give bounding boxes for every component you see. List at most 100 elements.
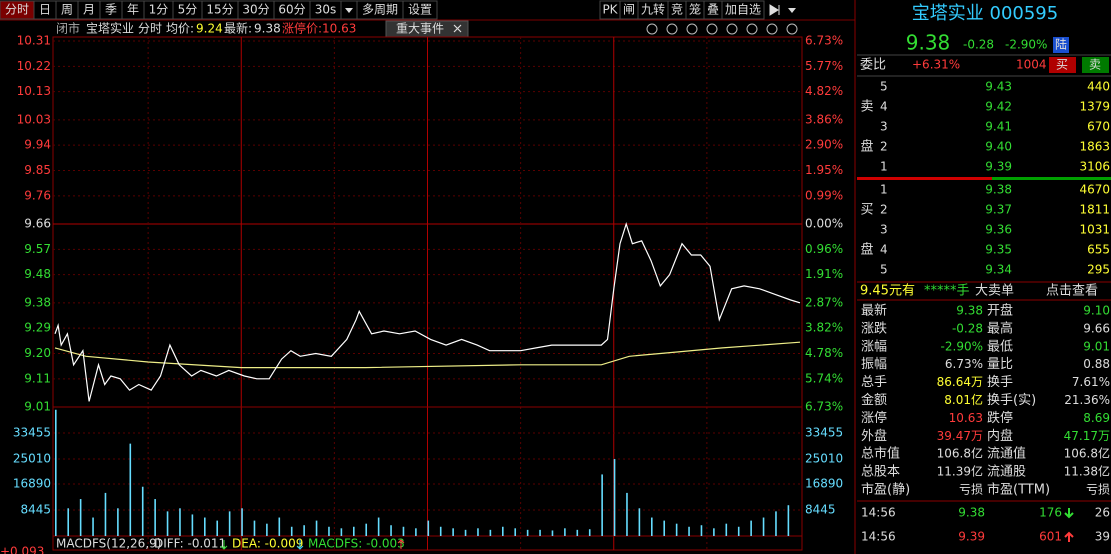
- stat-value: 9.10: [1083, 304, 1110, 318]
- book-level: 2: [880, 140, 888, 154]
- volume-bar: [79, 499, 82, 536]
- tab: 60分: [278, 3, 305, 17]
- volume-bar: [55, 409, 57, 536]
- macd-scale: +0.093: [0, 545, 44, 554]
- price-tick-label: 10.13: [17, 84, 51, 98]
- volume-bar: [365, 523, 368, 536]
- stat-value: 106.8亿: [1064, 446, 1110, 461]
- volume-tick-label: 25010: [13, 452, 51, 466]
- book-price: 9.39: [985, 160, 1012, 174]
- stat-label: 最高: [987, 320, 1013, 336]
- stat-label: 市盈(TTM): [987, 482, 1050, 498]
- volume-bar: [166, 511, 169, 536]
- dropdown-arrow: [345, 8, 353, 13]
- tab: 多周期: [362, 3, 398, 17]
- change: -0.28: [963, 38, 994, 52]
- volume-tick-label: 8445: [805, 502, 836, 516]
- weibi-label: 委比: [860, 58, 886, 73]
- pct-tick-label: 2.87%: [805, 295, 843, 309]
- volume-bar: [377, 517, 380, 536]
- next-icon[interactable]: [769, 4, 780, 16]
- volume-bar: [191, 514, 194, 536]
- tab: 30s: [315, 3, 337, 17]
- chart-tool-icon[interactable]: [726, 23, 738, 35]
- price-tick-label: 9.66: [24, 217, 51, 231]
- stat-value: 9.38: [956, 304, 983, 318]
- volume-bar: [787, 505, 790, 536]
- pct-tick-label: 2.90%: [805, 138, 843, 152]
- book-price: 9.37: [985, 203, 1012, 217]
- stat-label: 内盘: [987, 428, 1013, 444]
- volume-bar: [340, 528, 343, 536]
- stat-label: 换手: [987, 375, 1013, 390]
- stat-value: 6.73%: [945, 357, 983, 371]
- badge-bg: [1053, 37, 1069, 53]
- chart-tool-icon[interactable]: [766, 23, 778, 35]
- buy-btn[interactable]: [1049, 57, 1076, 73]
- down-arrow: [296, 540, 304, 550]
- volume-bar: [216, 520, 219, 536]
- book-level: 2: [880, 203, 888, 217]
- trade-volume: 601: [1039, 530, 1062, 544]
- tool-bg[interactable]: [721, 0, 765, 20]
- trade-count: 26: [1095, 506, 1110, 520]
- weicha: 1004: [1016, 58, 1047, 72]
- stat-label: 振幅: [861, 357, 887, 372]
- volume-tick-label: 33455: [13, 426, 51, 440]
- stat-value: -2.90%: [941, 339, 983, 353]
- price-tick-label: 10.31: [17, 34, 51, 48]
- tool: 叠: [707, 3, 719, 17]
- volume-bar: [104, 492, 107, 536]
- pct-tick-label: 0.96%: [805, 242, 843, 256]
- volume-bar: [502, 526, 504, 536]
- limit-price: 涨停价:10.63: [282, 21, 356, 36]
- volume-bar: [713, 528, 715, 536]
- tab-bg[interactable]: [402, 0, 438, 20]
- price-tick-label: 9.94: [24, 138, 51, 152]
- price-tick-label: 9.85: [24, 163, 51, 177]
- volume-bar: [141, 486, 144, 536]
- book-level: 4: [880, 243, 888, 257]
- stat-value: 47.17万: [1064, 429, 1110, 443]
- latest-label: 最新:: [224, 21, 252, 36]
- chart-tool-icon[interactable]: [746, 23, 758, 35]
- book-volume: 1863: [1079, 140, 1110, 154]
- event-label: 重大事件: [396, 22, 444, 36]
- tab: 15分: [206, 3, 233, 17]
- volume-bar: [551, 530, 554, 536]
- volume-bar: [750, 520, 752, 536]
- volume-bar: [539, 529, 541, 536]
- stat-value: 106.8亿: [937, 446, 983, 461]
- stat-label: 市盈(静): [861, 482, 910, 498]
- chart-tool-icon[interactable]: [666, 23, 678, 35]
- latest-value: 9.38: [254, 22, 281, 36]
- menu-icon[interactable]: [788, 8, 796, 13]
- tab: 分时: [5, 3, 29, 17]
- stat-value: 9.01: [1083, 339, 1110, 353]
- volume-bar: [526, 529, 529, 536]
- book-price: 9.36: [985, 223, 1012, 237]
- book-price: 9.35: [985, 243, 1012, 257]
- chart-tool-icon[interactable]: [786, 23, 798, 35]
- volume-bar: [725, 523, 728, 536]
- sell-btn[interactable]: [1082, 57, 1109, 73]
- volume-bar: [204, 517, 206, 536]
- chart-tool-icon[interactable]: [706, 23, 718, 35]
- tool: 笼: [689, 2, 701, 17]
- volume-bar: [688, 526, 690, 536]
- event-close[interactable]: [453, 24, 462, 33]
- book-price: 9.43: [985, 80, 1012, 94]
- volume-tick-label: 16890: [805, 476, 843, 490]
- tab: 季: [105, 3, 117, 17]
- chart-tool-icon[interactable]: [646, 23, 658, 35]
- tab: 1分: [149, 3, 169, 17]
- chart-tool-icon[interactable]: [686, 23, 698, 35]
- stat-value: 7.61%: [1072, 375, 1110, 389]
- book-level: 1: [880, 183, 888, 197]
- stat-value: 21.36%: [1064, 393, 1110, 407]
- stat-label: 外盘: [861, 428, 887, 444]
- trade-count: 39: [1095, 530, 1110, 544]
- volume-bar: [613, 459, 616, 536]
